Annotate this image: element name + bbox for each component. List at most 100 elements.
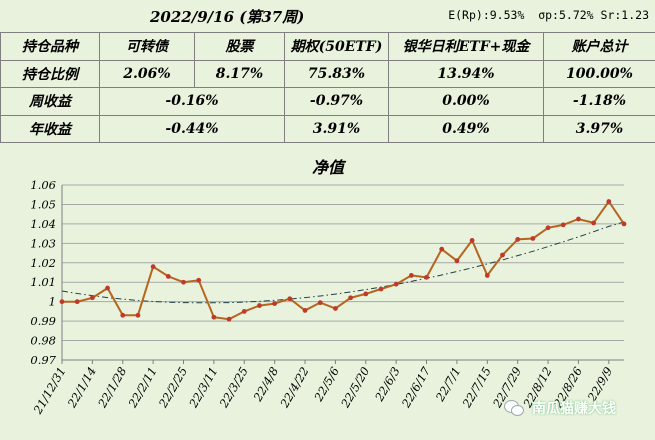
x-tick-label: 22/4/8: [250, 365, 281, 405]
report-header: 2022/9/16 (第37周) E(Rp):9.53% σp:5.72% Sr…: [0, 0, 655, 32]
data-point: [394, 282, 399, 287]
data-point: [242, 309, 247, 314]
nav-chart: 净值 0.97 0.98 0.99 1 1.01 1.02 1.03 1.04 1.05 1.06…: [0, 150, 655, 436]
table-cell: 13.94%: [389, 60, 544, 88]
table-cell: -1.18%: [544, 88, 655, 116]
y-tick-label: 1.03: [30, 236, 56, 250]
table-cell: 期权(50ETF): [285, 33, 389, 61]
table-cell: -0.16%: [100, 88, 285, 116]
data-point: [500, 253, 505, 258]
data-point: [181, 280, 186, 285]
data-point: [318, 300, 323, 305]
x-tick-label: 22/2/11: [125, 365, 160, 411]
data-point: [287, 296, 292, 301]
data-point: [606, 199, 611, 204]
nav-chart-svg: 净值 0.97 0.98 0.99 1 1.01 1.02 1.03 1.04 1.05 1.06…: [0, 150, 655, 436]
portfolio-stats: E(Rp):9.53% σp:5.72% Sr:1.23: [448, 8, 649, 22]
y-axis: 0.97 0.98 0.99 1 1.01 1.02 1.03 1.04 1.05 1.06: [30, 178, 62, 367]
table-cell: 周收益: [1, 88, 100, 116]
table-cell: 8.17%: [195, 60, 285, 88]
data-point: [136, 313, 141, 318]
data-point: [120, 313, 125, 318]
data-point: [90, 295, 95, 300]
y-tick-label: 1.05: [30, 197, 56, 211]
data-point: [379, 287, 384, 292]
chart-series: [60, 199, 627, 321]
x-tick-label: 22/7/1: [432, 365, 463, 405]
table-cell: 持仓品种: [1, 33, 100, 61]
chart-grid: [62, 185, 624, 360]
table-cell: 75.83%: [285, 60, 389, 88]
x-tick-label: 22/4/22: [277, 365, 312, 411]
data-point: [211, 315, 216, 320]
watermark: 南瓜猫赚大钱: [504, 398, 616, 418]
y-tick-label: 1.06: [30, 178, 56, 192]
x-tick-label: 22/5/20: [338, 365, 373, 411]
data-point: [363, 291, 368, 296]
data-point: [424, 275, 429, 280]
table-cell: 0.49%: [389, 115, 544, 143]
table-cell: 100.00%: [544, 60, 655, 88]
wechat-icon: [504, 399, 526, 417]
x-tick-label: 22/3/25: [216, 365, 251, 411]
data-point: [576, 217, 581, 222]
data-point: [561, 222, 566, 227]
watermark-text: 南瓜猫赚大钱: [532, 398, 616, 418]
y-tick-label: 0.99: [30, 314, 56, 328]
table-cell: 银华日利ETF+现金: [389, 33, 544, 61]
data-point: [227, 317, 232, 322]
table-row: 持仓品种 可转债 股票 期权(50ETF) 银华日利ETF+现金 账户总计: [1, 33, 655, 61]
data-point: [439, 247, 444, 252]
y-tick-label: 1.02: [30, 256, 56, 270]
data-point: [105, 286, 110, 291]
data-point: [470, 238, 475, 243]
table-cell: 账户总计: [544, 33, 655, 61]
data-point: [151, 264, 156, 269]
x-tick-label: 22/7/15: [459, 365, 494, 411]
y-tick-label: 1: [49, 295, 56, 309]
table-cell: 0.00%: [389, 88, 544, 116]
y-tick-label: 0.97: [30, 353, 56, 367]
x-tick-label: 22/3/11: [186, 365, 221, 411]
data-point: [515, 237, 520, 242]
table-cell: 持仓比例: [1, 60, 100, 88]
x-tick-label: 22/6/3: [372, 365, 403, 405]
y-tick-label: 1.01: [30, 275, 56, 289]
x-tick-label: 21/12/31: [30, 365, 68, 418]
data-point: [485, 273, 490, 278]
data-point: [348, 295, 353, 300]
table-cell: -0.44%: [100, 115, 285, 143]
chart-title: 净值: [312, 158, 347, 177]
y-tick-label: 0.98: [30, 334, 56, 348]
table-row: 年收益 -0.44% 3.91% 0.49% 3.97%: [1, 115, 655, 143]
y-tick-label: 1.04: [30, 217, 56, 231]
x-tick-label: 22/1/14: [64, 365, 99, 411]
data-point: [546, 225, 551, 230]
table-cell: 2.06%: [100, 60, 195, 88]
data-point: [60, 299, 65, 304]
table-row: 持仓比例 2.06% 8.17% 75.83% 13.94% 100.00%: [1, 60, 655, 88]
data-point: [166, 274, 171, 279]
table-cell: 年收益: [1, 115, 100, 143]
data-point: [591, 221, 596, 226]
table-cell: 可转债: [100, 33, 195, 61]
data-point: [257, 303, 262, 308]
data-point: [272, 301, 277, 306]
table-cell: 3.91%: [285, 115, 389, 143]
data-point: [409, 273, 414, 278]
table-row: 周收益 -0.16% -0.97% 0.00% -1.18%: [1, 88, 655, 116]
data-point: [333, 306, 338, 311]
report-title: 2022/9/16 (第37周): [150, 6, 304, 27]
data-point: [75, 299, 80, 304]
table-cell: -0.97%: [285, 88, 389, 116]
data-point: [530, 236, 535, 241]
x-tick-label: 22/6/17: [398, 364, 433, 411]
x-tick-label: 22/1/28: [95, 365, 130, 411]
table-cell: 3.97%: [544, 115, 655, 143]
x-tick-label: 22/2/25: [155, 365, 190, 411]
holdings-table: 持仓品种 可转债 股票 期权(50ETF) 银华日利ETF+现金 账户总计 持仓…: [0, 32, 655, 143]
data-point: [455, 258, 460, 263]
data-point: [303, 308, 308, 313]
table-cell: 股票: [195, 33, 285, 61]
